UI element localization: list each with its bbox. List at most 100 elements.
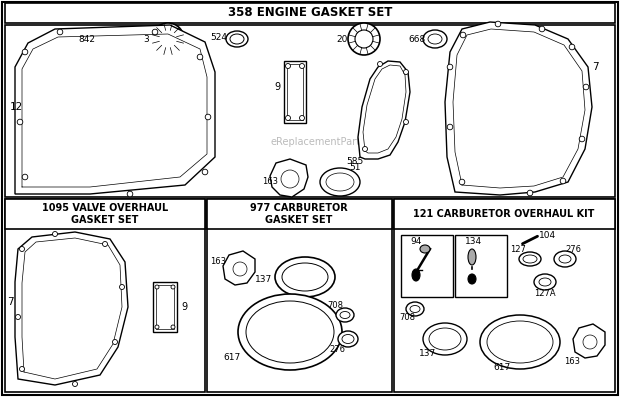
Text: 524: 524 <box>211 33 228 42</box>
Text: 617: 617 <box>223 353 241 362</box>
Ellipse shape <box>363 146 368 152</box>
Ellipse shape <box>285 64 291 69</box>
Text: 121 CARBURETOR OVERHAUL KIT: 121 CARBURETOR OVERHAUL KIT <box>414 209 595 219</box>
Text: 94: 94 <box>410 237 422 245</box>
Text: 977 CARBURETOR
GASKET SET: 977 CARBURETOR GASKET SET <box>250 203 348 225</box>
Polygon shape <box>223 251 255 285</box>
Ellipse shape <box>127 191 133 197</box>
Polygon shape <box>15 25 215 194</box>
Ellipse shape <box>159 30 177 48</box>
Ellipse shape <box>282 263 328 291</box>
Ellipse shape <box>560 178 566 184</box>
Ellipse shape <box>447 124 453 130</box>
Text: 20: 20 <box>336 35 348 44</box>
Ellipse shape <box>226 31 248 47</box>
Ellipse shape <box>519 252 541 266</box>
Ellipse shape <box>202 169 208 175</box>
Text: 9: 9 <box>181 302 187 312</box>
Text: 708: 708 <box>327 301 343 310</box>
Ellipse shape <box>57 29 63 35</box>
Ellipse shape <box>569 44 575 50</box>
Text: 134: 134 <box>466 237 482 245</box>
Ellipse shape <box>579 136 585 142</box>
Ellipse shape <box>523 255 537 263</box>
Ellipse shape <box>112 339 118 345</box>
Text: 127: 127 <box>510 245 526 254</box>
Ellipse shape <box>299 64 304 69</box>
Bar <box>394 199 615 229</box>
Bar <box>394 199 615 392</box>
Ellipse shape <box>152 29 158 35</box>
Text: eReplacementParts.com: eReplacementParts.com <box>270 137 389 147</box>
Ellipse shape <box>238 294 342 370</box>
Polygon shape <box>445 22 592 195</box>
Ellipse shape <box>285 116 291 121</box>
Ellipse shape <box>16 314 20 320</box>
Ellipse shape <box>205 114 211 120</box>
Ellipse shape <box>468 249 476 265</box>
Bar <box>156 285 174 329</box>
Text: 668: 668 <box>409 35 425 44</box>
Ellipse shape <box>281 170 299 188</box>
Text: 842: 842 <box>79 35 95 44</box>
Ellipse shape <box>539 278 551 286</box>
Text: 276: 276 <box>329 345 345 353</box>
Text: 51: 51 <box>349 164 361 173</box>
Text: 104: 104 <box>539 231 557 239</box>
Ellipse shape <box>342 335 354 343</box>
Text: 585: 585 <box>347 158 363 166</box>
Ellipse shape <box>155 325 159 329</box>
Text: 276: 276 <box>565 245 581 254</box>
Ellipse shape <box>99 35 111 43</box>
Ellipse shape <box>102 241 107 247</box>
Ellipse shape <box>429 328 461 350</box>
Ellipse shape <box>155 285 159 289</box>
Ellipse shape <box>428 34 442 44</box>
Text: 127A: 127A <box>534 289 556 299</box>
Text: 137: 137 <box>255 274 273 283</box>
Ellipse shape <box>171 325 175 329</box>
Ellipse shape <box>22 174 28 180</box>
Text: 7: 7 <box>7 297 13 307</box>
Ellipse shape <box>412 269 420 281</box>
Bar <box>5 199 205 392</box>
Ellipse shape <box>468 274 476 284</box>
Ellipse shape <box>534 274 556 290</box>
Ellipse shape <box>447 64 453 70</box>
Ellipse shape <box>152 23 184 55</box>
Ellipse shape <box>480 315 560 369</box>
Ellipse shape <box>233 262 247 276</box>
Ellipse shape <box>171 285 175 289</box>
Ellipse shape <box>583 335 597 349</box>
Text: 1095 VALVE OVERHAUL
GASKET SET: 1095 VALVE OVERHAUL GASKET SET <box>42 203 168 225</box>
Text: 137: 137 <box>419 349 436 358</box>
Ellipse shape <box>527 190 533 196</box>
Bar <box>207 199 392 392</box>
Polygon shape <box>358 61 410 159</box>
Text: 12: 12 <box>10 102 24 112</box>
Ellipse shape <box>19 247 25 252</box>
Ellipse shape <box>459 179 465 185</box>
Bar <box>284 61 306 123</box>
Ellipse shape <box>423 30 447 48</box>
Ellipse shape <box>495 21 501 27</box>
Ellipse shape <box>53 231 58 237</box>
Ellipse shape <box>320 168 360 196</box>
Text: 163: 163 <box>564 358 580 366</box>
Text: 163: 163 <box>262 177 278 185</box>
Ellipse shape <box>404 69 409 75</box>
Ellipse shape <box>246 301 334 363</box>
Bar <box>455 235 507 297</box>
Ellipse shape <box>348 23 380 55</box>
Ellipse shape <box>420 245 430 253</box>
Ellipse shape <box>378 62 383 67</box>
Bar <box>5 199 205 229</box>
Ellipse shape <box>539 26 545 32</box>
Ellipse shape <box>355 30 373 48</box>
Bar <box>5 25 615 197</box>
Ellipse shape <box>559 255 571 263</box>
Text: 617: 617 <box>494 362 511 372</box>
Polygon shape <box>573 324 605 358</box>
Polygon shape <box>15 232 128 385</box>
Ellipse shape <box>583 84 589 90</box>
